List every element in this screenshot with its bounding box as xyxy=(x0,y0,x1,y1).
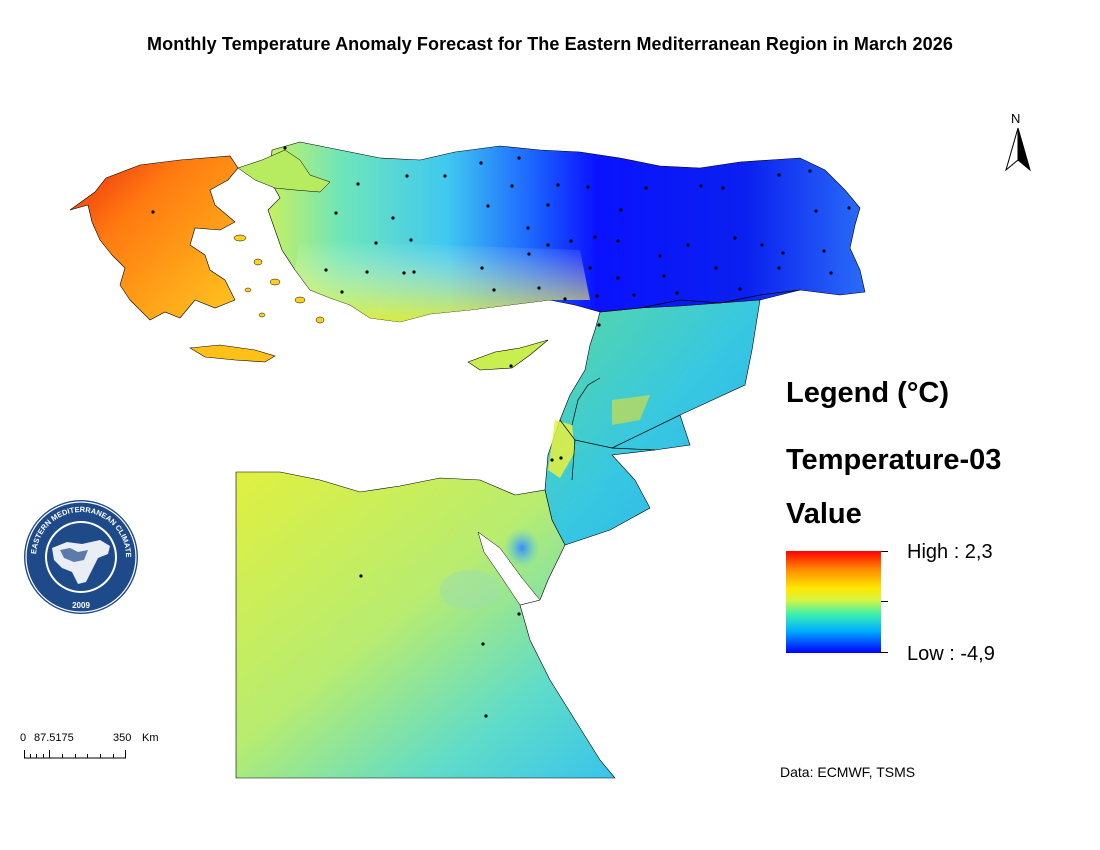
legend-tick-mid xyxy=(881,601,888,602)
levant-region xyxy=(544,299,761,546)
legend-high-label: High : 2,3 xyxy=(907,541,993,563)
syria-warm-patch xyxy=(612,395,650,425)
scale-label-zero: 0 xyxy=(20,732,27,744)
cyprus-region xyxy=(467,339,549,371)
red-sea xyxy=(540,590,640,778)
scale-label-mid: 87.5175 xyxy=(34,732,74,744)
sinai-cool-spot xyxy=(504,528,540,568)
crete-region xyxy=(189,344,276,363)
legend-tick-low xyxy=(881,652,888,653)
emcc-logo: EASTERN MEDITERRANEAN CLIMATE CENTRE 200… xyxy=(22,498,138,614)
legend-title: Legend (°C) xyxy=(786,377,950,409)
legend-field-name: Value xyxy=(786,498,862,530)
scale-bar xyxy=(24,750,126,759)
legend-color-ramp xyxy=(786,551,881,653)
logo-year: 2009 xyxy=(72,601,90,610)
north-arrow-icon xyxy=(1005,127,1031,172)
israel-warm-patch xyxy=(548,420,575,478)
thrace-region xyxy=(237,149,331,193)
gulf-of-suez xyxy=(477,531,541,606)
scale-label-end: 350 xyxy=(113,732,132,744)
data-source: Data: ECMWF, TSMS xyxy=(780,764,916,780)
legend-layer-name: Temperature-03 xyxy=(786,444,1002,476)
egypt-mid-cool-patch xyxy=(440,570,500,610)
country-borders xyxy=(559,289,801,481)
greece-region xyxy=(69,155,239,321)
station-points xyxy=(151,146,851,718)
turkey-south-warm-band xyxy=(295,240,590,322)
legend-tick-high xyxy=(881,551,888,552)
north-label: N xyxy=(1011,111,1021,126)
map-title: Monthly Temperature Anomaly Forecast for… xyxy=(147,34,953,54)
legend-low-label: Low : -4,9 xyxy=(907,643,995,665)
scale-label-unit: Km xyxy=(142,732,159,744)
